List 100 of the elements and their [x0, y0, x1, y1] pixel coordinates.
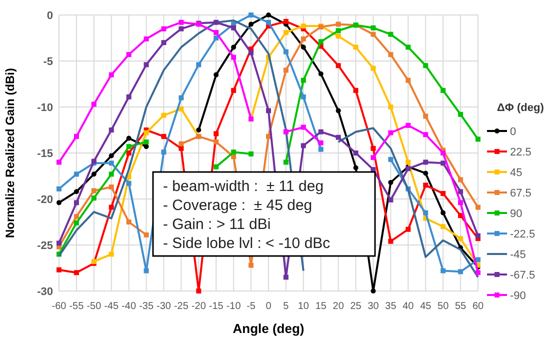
point — [161, 134, 166, 139]
x-tick-label: -10 — [226, 301, 242, 312]
point — [458, 112, 464, 117]
point — [423, 132, 428, 138]
point — [370, 32, 376, 37]
point — [214, 30, 219, 35]
point — [458, 200, 464, 206]
point — [108, 72, 114, 78]
point — [214, 164, 219, 170]
point — [440, 160, 446, 166]
point — [248, 262, 254, 268]
point — [300, 24, 306, 29]
point — [231, 25, 236, 30]
point — [248, 22, 254, 27]
point — [476, 204, 480, 210]
point — [126, 220, 132, 224]
point — [476, 257, 480, 262]
point — [283, 160, 288, 165]
point — [440, 150, 446, 156]
annotation: - Side lobe lvl : < -10 dBc — [163, 235, 331, 252]
point — [406, 122, 411, 128]
point — [214, 139, 219, 144]
point — [353, 165, 358, 170]
point — [196, 288, 202, 294]
point — [74, 172, 79, 177]
point — [231, 150, 236, 155]
legend-label: 67.5 — [510, 187, 532, 200]
point — [74, 200, 79, 206]
legend-label: 0 — [510, 126, 516, 138]
x-axis-title: Angle (deg) — [232, 321, 304, 336]
legend-title: ΔΦ (deg) — [497, 102, 544, 114]
point — [91, 172, 96, 177]
point — [74, 189, 79, 194]
y-tick-label: -25 — [37, 240, 53, 252]
x-tick-label: 5 — [283, 301, 290, 312]
point — [144, 139, 149, 144]
point — [74, 270, 79, 276]
x-tick-label: -15 — [208, 301, 224, 312]
legend-label: 45 — [510, 166, 522, 179]
x-tick-label: 35 — [385, 301, 397, 312]
point — [440, 210, 446, 216]
point — [56, 267, 62, 272]
point — [196, 128, 202, 132]
point — [178, 146, 184, 151]
legend-label: -45 — [510, 248, 526, 261]
point — [144, 62, 149, 68]
point — [144, 130, 149, 136]
point — [144, 144, 149, 150]
point — [318, 146, 324, 152]
point — [178, 26, 184, 32]
point — [161, 112, 166, 118]
point — [231, 54, 236, 60]
x-tick-label: 40 — [402, 301, 414, 312]
point — [300, 36, 306, 42]
x-tick-label: 25 — [350, 301, 362, 312]
point — [458, 269, 464, 274]
point — [161, 40, 166, 46]
point — [388, 104, 394, 110]
point — [266, 108, 271, 114]
x-tick-label: 20 — [332, 301, 344, 312]
point — [74, 134, 79, 139]
point — [423, 182, 428, 188]
point — [336, 63, 341, 68]
annotation: - beam-width : ± 11 deg — [163, 178, 324, 195]
point — [108, 160, 114, 166]
point — [458, 213, 464, 218]
x-tick-label: -25 — [174, 301, 189, 312]
point — [458, 189, 464, 194]
point — [388, 52, 394, 58]
point — [458, 177, 464, 182]
point — [214, 20, 219, 25]
point — [56, 240, 62, 246]
x-tick-label: -60 — [52, 301, 67, 312]
point — [108, 252, 114, 257]
point — [406, 226, 411, 232]
point — [388, 180, 394, 185]
point — [248, 50, 254, 56]
point — [161, 150, 166, 155]
annotation: - Gain : > 11 dBi — [163, 216, 271, 233]
point — [476, 270, 480, 276]
point — [231, 44, 236, 50]
point — [370, 167, 376, 172]
point — [108, 128, 114, 132]
point — [283, 129, 288, 134]
x-tick-label: 0 — [266, 301, 272, 312]
point — [56, 160, 62, 165]
legend-label: -90 — [510, 290, 526, 302]
point — [300, 143, 306, 148]
point — [370, 155, 376, 160]
point — [126, 144, 132, 150]
point — [353, 88, 358, 93]
point — [476, 233, 480, 238]
point — [214, 72, 219, 78]
point — [144, 36, 149, 42]
annotation: - Coverage : ± 45 deg — [163, 197, 312, 214]
point — [353, 150, 358, 156]
y-tick-label: -30 — [37, 286, 53, 298]
point — [126, 94, 132, 100]
point — [91, 196, 96, 201]
point — [318, 39, 324, 44]
